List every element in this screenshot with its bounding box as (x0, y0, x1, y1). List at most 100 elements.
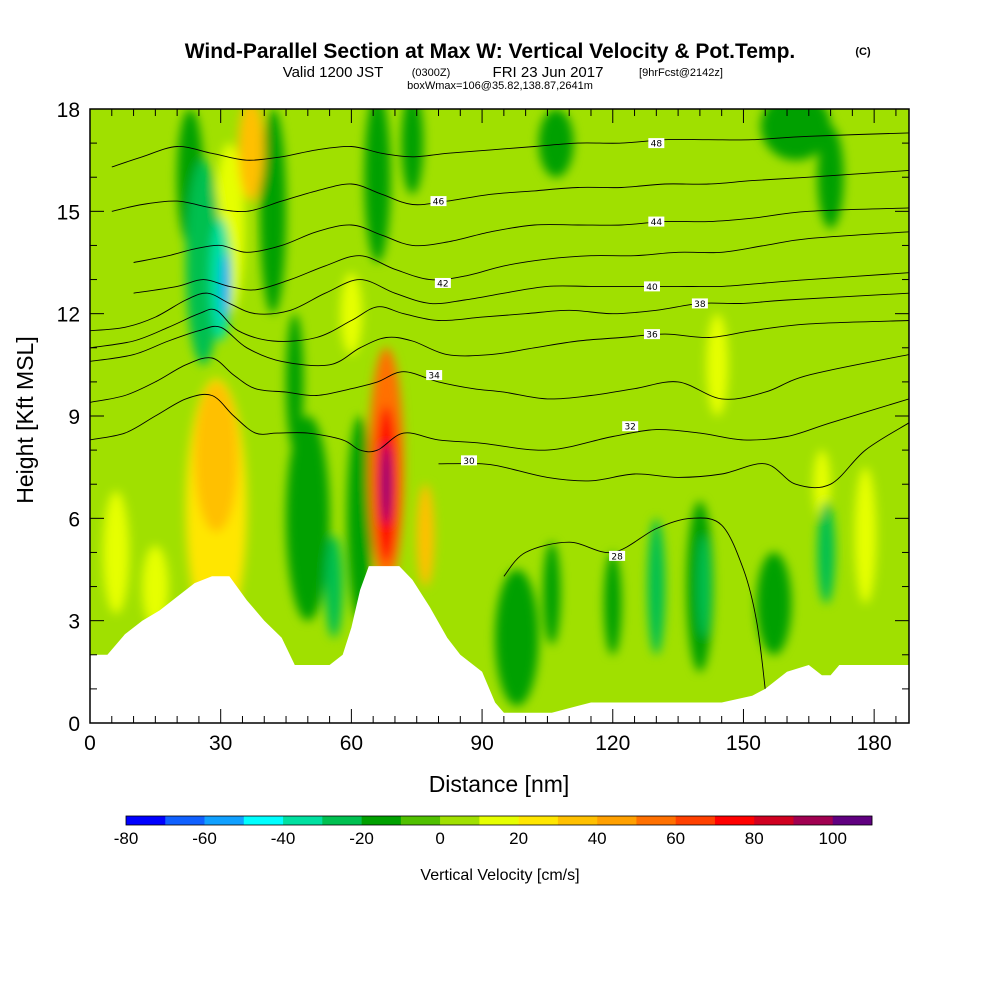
colorbar: -80 -60 -40 -20 0 20 40 60 80 100 (114, 815, 873, 848)
valid-utc-label: (0300Z) (412, 67, 451, 79)
colorbar-label--60: -60 (192, 829, 217, 848)
x-tick-label-180: 180 (857, 732, 892, 755)
velocity-cell-27 (697, 535, 711, 638)
colorbar-swatch-3 (243, 816, 284, 825)
theta-contour-40 (90, 272, 909, 332)
theta-label-bg-36 (643, 329, 660, 340)
velocity-cell-15 (604, 552, 622, 655)
y-axis-title: Height [Kft MSL] (12, 336, 38, 503)
colorbar-swatch-15 (714, 816, 755, 825)
colorbar-label-40: 40 (588, 829, 607, 848)
velocity-cell-28 (194, 381, 239, 532)
theta-label-bg-40 (643, 281, 660, 292)
velocity-cell-19 (538, 109, 574, 178)
velocity-cell-24 (647, 518, 666, 655)
theta-label-36: 36 (646, 331, 658, 341)
theta-label-bg-46 (430, 196, 447, 207)
y-tick-label-9: 9 (68, 406, 80, 429)
velocity-cell-33 (220, 252, 230, 321)
colorbar-swatch-11 (557, 816, 598, 825)
theta-label-48: 48 (651, 140, 663, 150)
colorbar-swatch-16 (754, 816, 794, 825)
velocity-cell-20 (347, 415, 374, 621)
colorbar-label-20: 20 (509, 829, 528, 848)
y-tick-label-0: 0 (68, 713, 80, 736)
velocity-cell-16 (756, 552, 792, 655)
colorbar-swatch-4 (283, 816, 323, 825)
theta-label-34: 34 (428, 372, 440, 382)
theta-contour-34 (90, 354, 909, 403)
colorbar-label--80: -80 (114, 829, 139, 848)
colorbar-swatch-14 (675, 816, 716, 825)
velocity-cell-23 (325, 535, 343, 638)
velocity-cell-30 (238, 109, 265, 202)
theta-contour-42 (133, 231, 909, 294)
x-tick-label-120: 120 (595, 732, 630, 755)
colorbar-label-60: 60 (666, 829, 685, 848)
theta-label-32: 32 (624, 423, 635, 433)
velocity-cell-11 (364, 109, 391, 263)
x-tick-label-0: 0 (84, 732, 96, 755)
terrain-mask (90, 566, 909, 723)
colorbar-swatch-5 (322, 816, 362, 825)
theta-label-bg-28 (609, 550, 626, 561)
theta-label-bg-48 (648, 138, 665, 149)
x-tick-label-90: 90 (470, 732, 493, 755)
velocity-cell-9 (286, 313, 304, 451)
theta-label-30: 30 (463, 457, 475, 467)
velocity-cell-10 (286, 415, 330, 621)
colorbar-swatch-12 (597, 816, 637, 825)
y-tick-label-3: 3 (68, 611, 80, 634)
velocity-cell-13 (495, 569, 539, 706)
theta-contour-30 (438, 422, 909, 489)
theta-contours: 28 30 32 34 36 38 40 42 44 46 48 (90, 132, 909, 689)
colorbar-swatch-18 (832, 816, 873, 825)
velocity-cell-1 (142, 545, 169, 628)
colorbar-label-80: 80 (745, 829, 764, 848)
x-tick-label-60: 60 (340, 732, 363, 755)
colorbar-title: Vertical Velocity [cm/s] (420, 867, 579, 884)
velocity-cell-0 (103, 491, 130, 614)
velocity-cell-12 (401, 109, 424, 195)
velocity-cell-14 (543, 542, 561, 645)
forecast-label: [9hrFcst@2142z] (639, 67, 723, 79)
velocity-cell-25 (817, 501, 835, 604)
x-axis-title: Distance [nm] (429, 771, 570, 797)
colorbar-swatch-13 (636, 816, 676, 825)
y-tick-label-6: 6 (68, 508, 80, 531)
colorbar-swatch-17 (793, 816, 834, 825)
colorbar-swatch-1 (165, 816, 205, 825)
theta-label-40: 40 (646, 283, 658, 293)
velocity-cell-8 (259, 109, 287, 314)
theta-label-bg-32 (622, 421, 639, 432)
theta-contour-28 (503, 517, 766, 689)
theta-contour-44 (133, 207, 909, 263)
copyright-mark: (C) (855, 46, 871, 58)
velocity-cell-5 (854, 467, 877, 604)
valid-time-label: Valid 1200 JST (283, 64, 384, 81)
theta-contour-48 (111, 132, 909, 168)
theta-contour-32 (90, 393, 909, 453)
theta-label-46: 46 (433, 198, 445, 208)
valid-date-label: FRI 23 Jun 2017 (493, 64, 604, 81)
colorbar-label--40: -40 (271, 829, 296, 848)
theta-label-bg-38 (691, 298, 708, 309)
velocity-cell-18 (817, 126, 844, 229)
colorbar-swatch-9 (479, 816, 519, 825)
theta-label-bg-42 (434, 277, 451, 288)
theta-contour-36 (90, 320, 909, 367)
colorbar-swatch-0 (126, 816, 166, 825)
box-max-label: boxWmax=106@35.82,138.87,2641m (407, 80, 593, 92)
colorbar-swatch-2 (204, 816, 245, 825)
colorbar-swatch-6 (361, 816, 402, 825)
y-tick-label-15: 15 (57, 201, 80, 224)
velocity-field (103, 109, 877, 706)
plot-area: 28 30 32 34 36 38 40 42 44 46 48 (90, 109, 909, 723)
velocity-cell-4 (813, 450, 831, 519)
colorbar-swatch-7 (400, 816, 441, 825)
colorbar-swatch-10 (518, 816, 559, 825)
velocity-cell-29 (416, 484, 435, 587)
velocity-cell-6 (706, 313, 729, 417)
theta-label-42: 42 (437, 279, 448, 289)
x-tick-label-30: 30 (209, 732, 232, 755)
